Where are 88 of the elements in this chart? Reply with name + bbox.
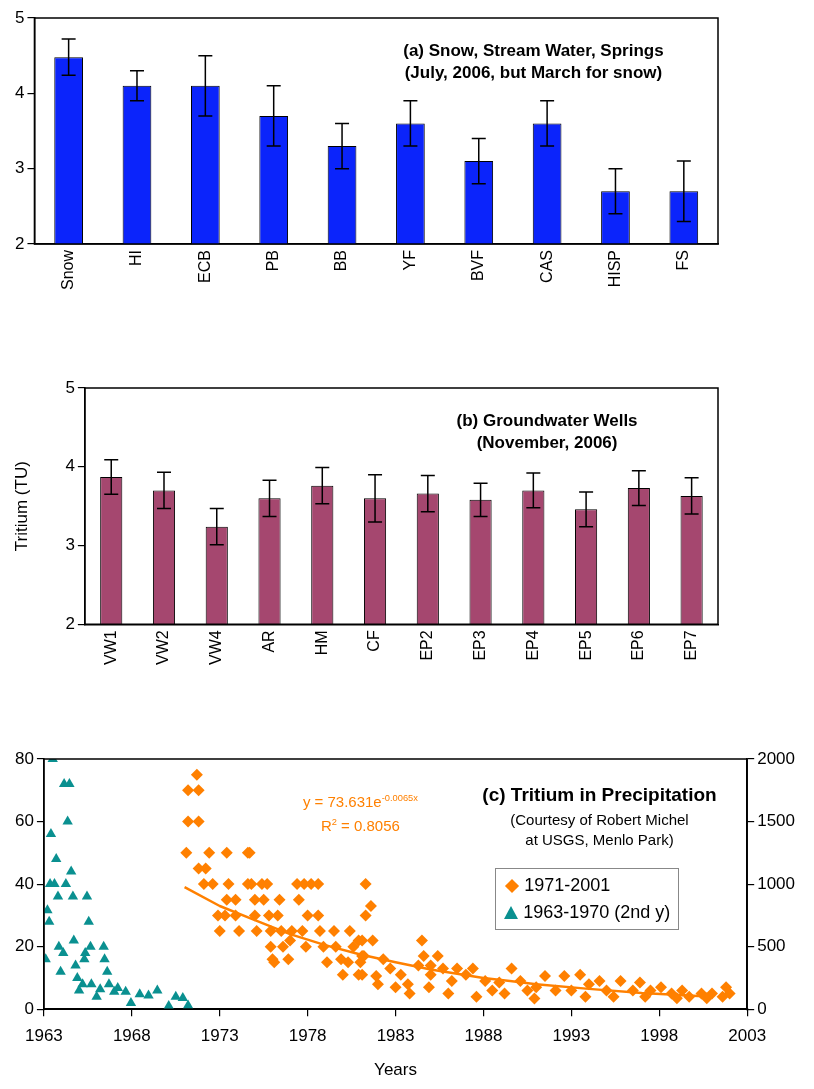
point: [83, 915, 94, 925]
x-tick-label: VW2: [154, 630, 172, 665]
y-tick-label: 20: [14, 936, 34, 956]
y-tick-label: 4: [14, 83, 25, 103]
x-tick-label: EP2: [418, 630, 436, 661]
point: [182, 999, 194, 1009]
x-tick-label: HM: [312, 630, 330, 656]
y-axis-title: Tritium (TU): [11, 461, 31, 552]
point: [143, 989, 154, 999]
y-tick-label: 3: [65, 535, 75, 555]
point: [65, 865, 77, 875]
x-tick-label: CAS: [537, 249, 555, 283]
y-tick-label: 5: [14, 7, 25, 27]
point: [177, 991, 188, 1001]
y-tick-label: 0: [24, 998, 34, 1018]
point: [170, 990, 181, 1000]
point: [72, 971, 83, 981]
y2-tick-label: 1000: [757, 873, 796, 893]
text: (a) Snow, Stream Water, Springs (July, 2006, but March for snow): [403, 41, 664, 82]
point: [62, 815, 73, 825]
x-tick-label: ECB: [195, 249, 213, 283]
x-tick-label: EP3: [470, 630, 488, 661]
point: [99, 953, 110, 963]
point: [125, 996, 137, 1006]
point: [94, 983, 106, 993]
y2-tick-label: 2000: [757, 748, 796, 768]
x-axis-title: Years: [374, 1060, 417, 1080]
x-tick-label: YF: [400, 249, 418, 271]
y-tick-label: 4: [65, 456, 75, 476]
point: [52, 890, 64, 900]
point: [80, 946, 91, 956]
x-tick-label: EP7: [682, 630, 700, 661]
point: [81, 890, 93, 900]
point: [70, 959, 81, 969]
text: (c) Tritium in Precipitation: [482, 784, 717, 805]
point: [43, 904, 53, 914]
x-tick-label: Snow: [59, 249, 77, 291]
x-tick-label: EP4: [523, 630, 541, 661]
x-tick-label: VW1: [101, 630, 119, 665]
y2-tick-label: 500: [757, 936, 786, 956]
y-tick-label: 5: [65, 377, 75, 397]
y-tick-label: 3: [14, 158, 25, 178]
y-tick-label: 40: [14, 873, 34, 893]
y-tick-label: 2: [14, 233, 25, 253]
x-tick-label: 1978: [288, 1026, 327, 1046]
x-tick-label: EP6: [629, 630, 647, 661]
x-tick-label: PB: [264, 249, 282, 272]
x-tick-label: VW4: [207, 630, 225, 665]
x-tick-label: HI: [127, 249, 145, 266]
x-tick-label: EP5: [576, 630, 594, 661]
y-tick-label: 2: [65, 614, 75, 634]
x-tick-label: HISP: [605, 249, 623, 288]
text: (Courtesy of Robert Michel at USGS, Menlo Park): [510, 811, 689, 848]
y2-tick-label: 0: [757, 998, 767, 1018]
point: [77, 978, 88, 988]
point: [98, 940, 109, 950]
y-tick-label: 80: [14, 748, 34, 768]
x-tick-label: BB: [332, 249, 350, 272]
point: [86, 978, 97, 988]
x-tick-label: 2003: [728, 1026, 767, 1046]
point: [58, 946, 69, 956]
point: [134, 988, 145, 998]
x-tick-label: FS: [674, 249, 692, 271]
point: [103, 978, 115, 988]
point: [85, 940, 96, 950]
legend-label: 1963-1970 (2nd y): [523, 902, 671, 924]
x-tick-label: 1998: [640, 1026, 679, 1046]
x-tick-label: 1963: [25, 1026, 63, 1046]
x-tick-label: BVF: [469, 249, 487, 282]
point: [67, 890, 79, 900]
point: [55, 965, 66, 975]
x-tick-label: CF: [365, 630, 383, 652]
y2-tick-label: 1500: [757, 811, 796, 831]
point: [45, 828, 57, 838]
x-tick-label: 1968: [112, 1026, 151, 1046]
point: [60, 878, 72, 888]
x-tick-label: 1988: [464, 1026, 503, 1046]
point: [120, 985, 131, 995]
y-tick-label: 60: [14, 811, 34, 831]
x-tick-label: 1983: [376, 1026, 415, 1046]
point: [43, 915, 55, 925]
x-tick-label: AR: [259, 630, 277, 653]
legend-label: 1971-2001: [524, 875, 611, 897]
x-tick-label: 1973: [200, 1026, 239, 1046]
x-tick-label: 1993: [552, 1026, 591, 1046]
point: [102, 965, 113, 975]
point: [51, 853, 62, 863]
text: (b) Groundwater Wells (November, 2006): [456, 411, 638, 452]
